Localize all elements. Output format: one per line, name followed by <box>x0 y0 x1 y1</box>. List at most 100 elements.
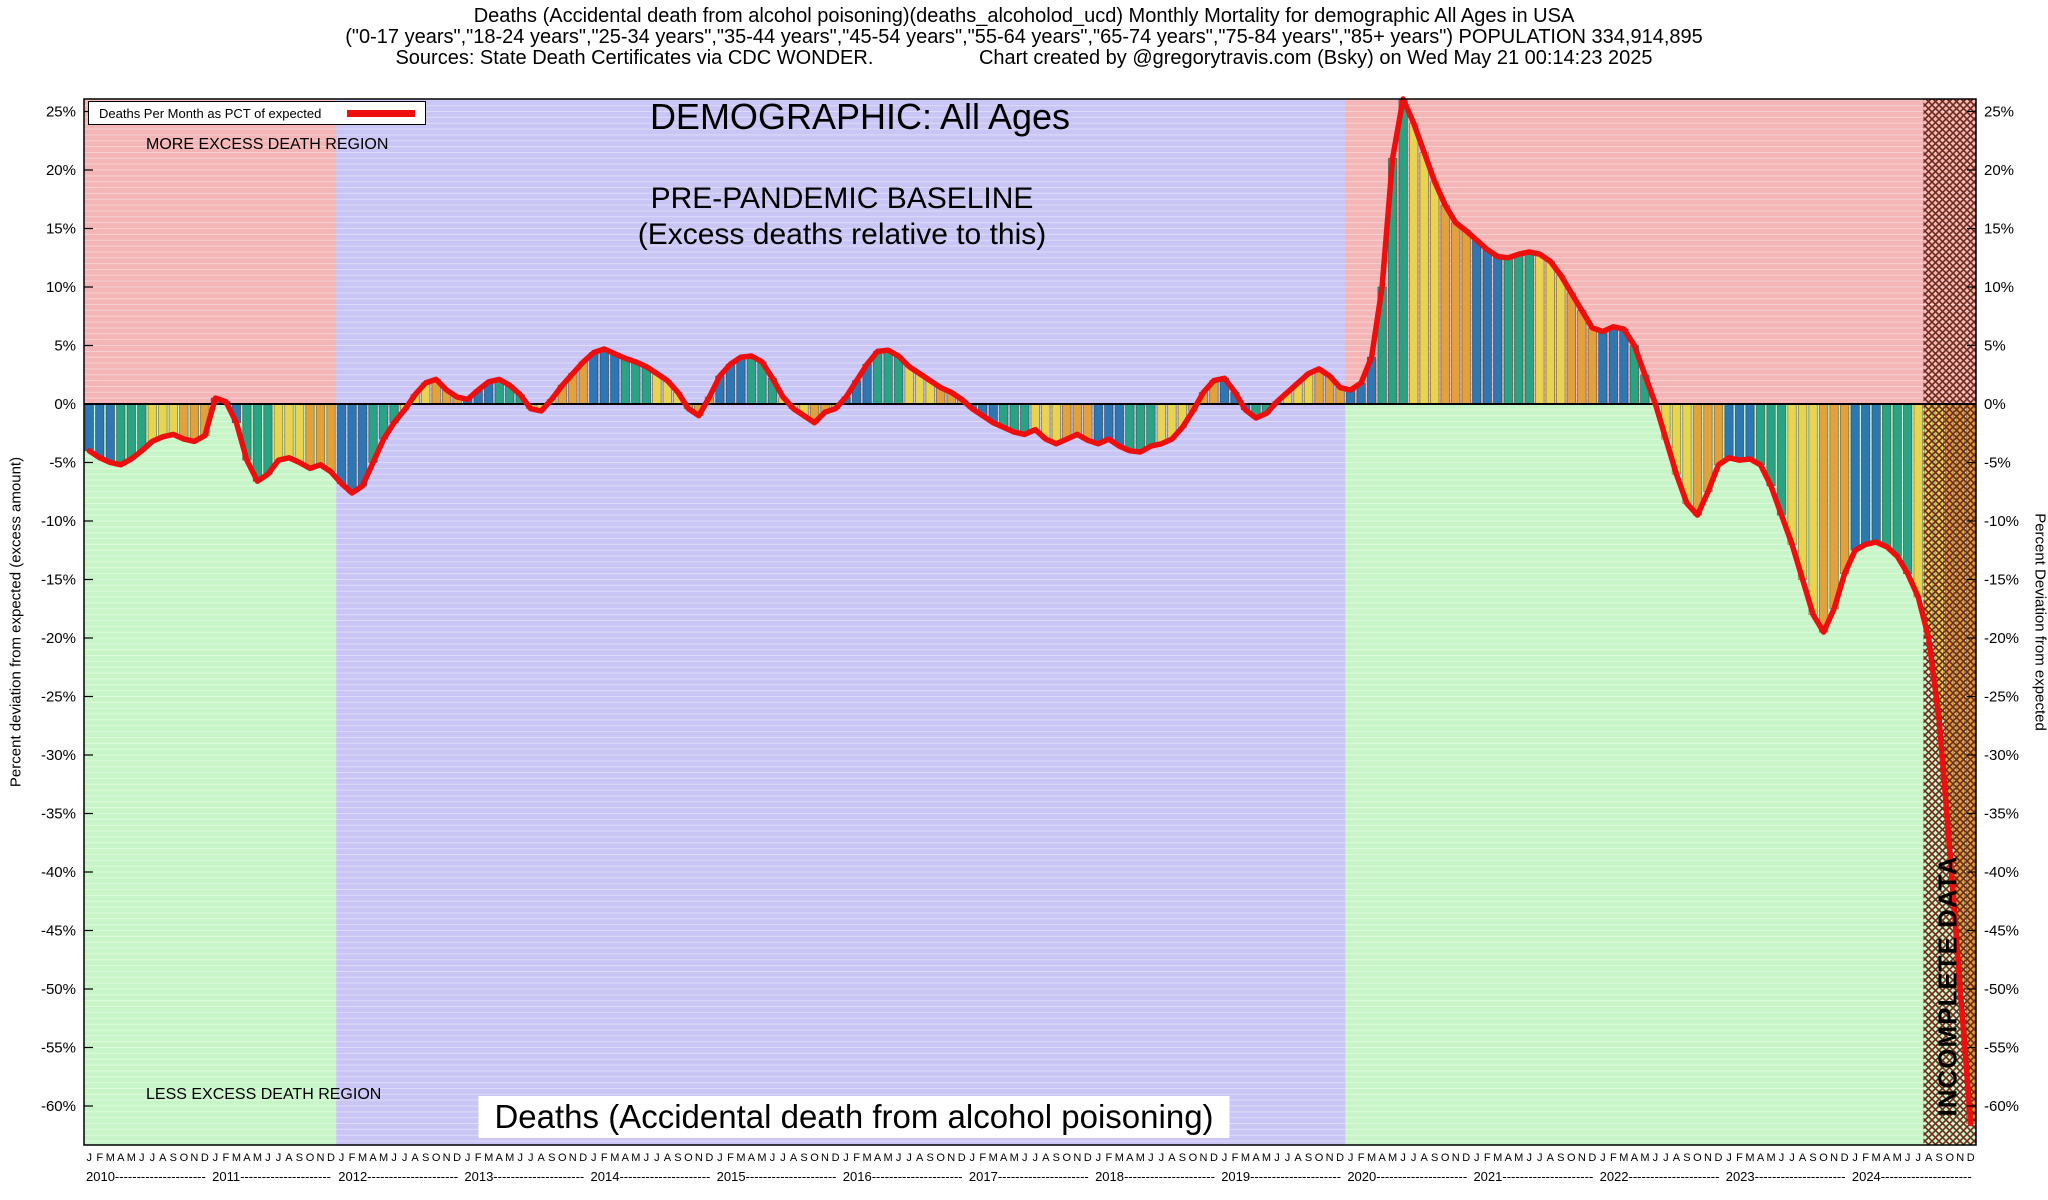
month-label: F <box>853 1152 860 1164</box>
bar-2024-02 <box>1860 403 1871 545</box>
month-label: J <box>1600 1152 1606 1164</box>
month-label: M <box>862 1152 871 1164</box>
year-label: 2011--------------------- <box>212 1169 331 1184</box>
month-label: A <box>1505 1152 1513 1164</box>
y-tick-label-right: -60% <box>1984 1098 2019 1115</box>
month-label: O <box>306 1152 315 1164</box>
month-label: M <box>1745 1152 1754 1164</box>
y-tick-label-right: -55% <box>1984 1040 2019 1057</box>
bar-2021-05 <box>1514 253 1524 405</box>
month-label: O <box>1315 1152 1324 1164</box>
bar-2018-06 <box>1146 403 1156 447</box>
y-tick-label-right: 5% <box>1984 338 2006 355</box>
month-label: S <box>1936 1152 1943 1164</box>
bar-2014-02 <box>599 348 609 405</box>
bar-2021-12 <box>1587 327 1597 405</box>
y-tick-label-left: -30% <box>41 747 76 764</box>
month-label: J <box>1663 1152 1669 1164</box>
month-label: O <box>1063 1152 1072 1164</box>
month-label: O <box>684 1152 693 1164</box>
month-label: A <box>117 1152 125 1164</box>
month-label: J <box>1537 1152 1543 1164</box>
month-label: D <box>1967 1152 1975 1164</box>
month-label: D <box>705 1152 713 1164</box>
month-label: N <box>1452 1152 1460 1164</box>
month-label: M <box>757 1152 766 1164</box>
y-axis-title-left: Percent deviation from expected (excess … <box>7 456 25 788</box>
month-label: J <box>1915 1152 1921 1164</box>
y-tick-label-right: -5% <box>1984 455 2011 472</box>
month-label: J <box>1348 1152 1354 1164</box>
y-tick-label-left: -55% <box>41 1040 76 1057</box>
month-label: N <box>1704 1152 1712 1164</box>
y-tick-label-left: 5% <box>54 338 76 355</box>
bar-2016-06 <box>893 355 904 405</box>
bar-2022-01 <box>1598 331 1608 405</box>
bar-2015-03 <box>736 356 746 405</box>
month-label: S <box>548 1152 555 1164</box>
month-label: A <box>1126 1152 1134 1164</box>
month-label: J <box>1285 1152 1291 1164</box>
bar-2011-10 <box>305 403 315 469</box>
month-label: S <box>926 1152 933 1164</box>
month-label: F <box>223 1152 230 1164</box>
month-label: F <box>979 1152 986 1164</box>
month-label: M <box>1115 1152 1124 1164</box>
month-label: D <box>579 1152 587 1164</box>
bar-2018-05 <box>1135 403 1146 453</box>
month-label: J <box>150 1152 156 1164</box>
month-label: A <box>1000 1152 1008 1164</box>
month-label: F <box>1484 1152 1491 1164</box>
month-label: J <box>1148 1152 1154 1164</box>
y-tick-label-right: -45% <box>1984 923 2019 940</box>
month-label: A <box>369 1152 377 1164</box>
month-label: S <box>800 1152 807 1164</box>
bar-2023-04 <box>1755 403 1766 466</box>
year-label: 2021--------------------- <box>1473 1169 1593 1184</box>
month-label: S <box>1431 1152 1438 1164</box>
year-label: 2010--------------------- <box>86 1169 206 1184</box>
month-label: M <box>1262 1152 1271 1164</box>
month-label: S <box>170 1152 177 1164</box>
month-label: M <box>1619 1152 1628 1164</box>
bar-2015-04 <box>746 355 757 405</box>
y-tick-label-left: -5% <box>49 455 76 472</box>
y-tick-label-left: 20% <box>46 162 76 179</box>
bar-2023-01 <box>1724 403 1734 459</box>
month-label: M <box>253 1152 262 1164</box>
bar-2012-02 <box>347 403 357 494</box>
y-tick-label-right: -35% <box>1984 806 2019 823</box>
month-label: A <box>1294 1152 1302 1164</box>
bar-2021-02 <box>1482 249 1492 405</box>
background-regions <box>84 99 1976 1145</box>
y-tick-label-left: -15% <box>41 572 76 589</box>
bar-2023-07 <box>1787 403 1797 545</box>
bar-2011-11 <box>315 403 326 466</box>
bar-2024-03 <box>1871 403 1881 543</box>
month-label: M <box>1388 1152 1397 1164</box>
y-tick-label-left: -45% <box>41 923 76 940</box>
bar-2020-11 <box>1451 222 1461 405</box>
month-label: N <box>695 1152 703 1164</box>
year-label: 2014--------------------- <box>591 1169 711 1184</box>
bar-2014-05 <box>631 361 641 405</box>
y-tick-label-right: -10% <box>1984 513 2019 530</box>
bar-2016-05 <box>883 349 893 405</box>
bar-2024-04 <box>1882 403 1892 548</box>
credit-text: Chart created by @gregorytravis.com (Bsk… <box>978 47 1653 69</box>
month-label: J <box>402 1152 408 1164</box>
month-label: N <box>821 1152 829 1164</box>
month-label: A <box>538 1152 546 1164</box>
month-label: J <box>1159 1152 1165 1164</box>
bar-2014-01 <box>589 352 599 405</box>
bar-2018-01 <box>1093 403 1103 445</box>
chart-title-line3: Sources: State Death Certificates via CD… <box>0 48 2048 69</box>
y-tick-label-right: 10% <box>1984 279 2014 296</box>
bar-2024-07 <box>1913 403 1923 598</box>
month-label: O <box>1945 1152 1954 1164</box>
month-label: A <box>1757 1152 1765 1164</box>
month-label: M <box>1367 1152 1376 1164</box>
bar-2014-04 <box>620 357 630 405</box>
month-label: J <box>1653 1152 1659 1164</box>
